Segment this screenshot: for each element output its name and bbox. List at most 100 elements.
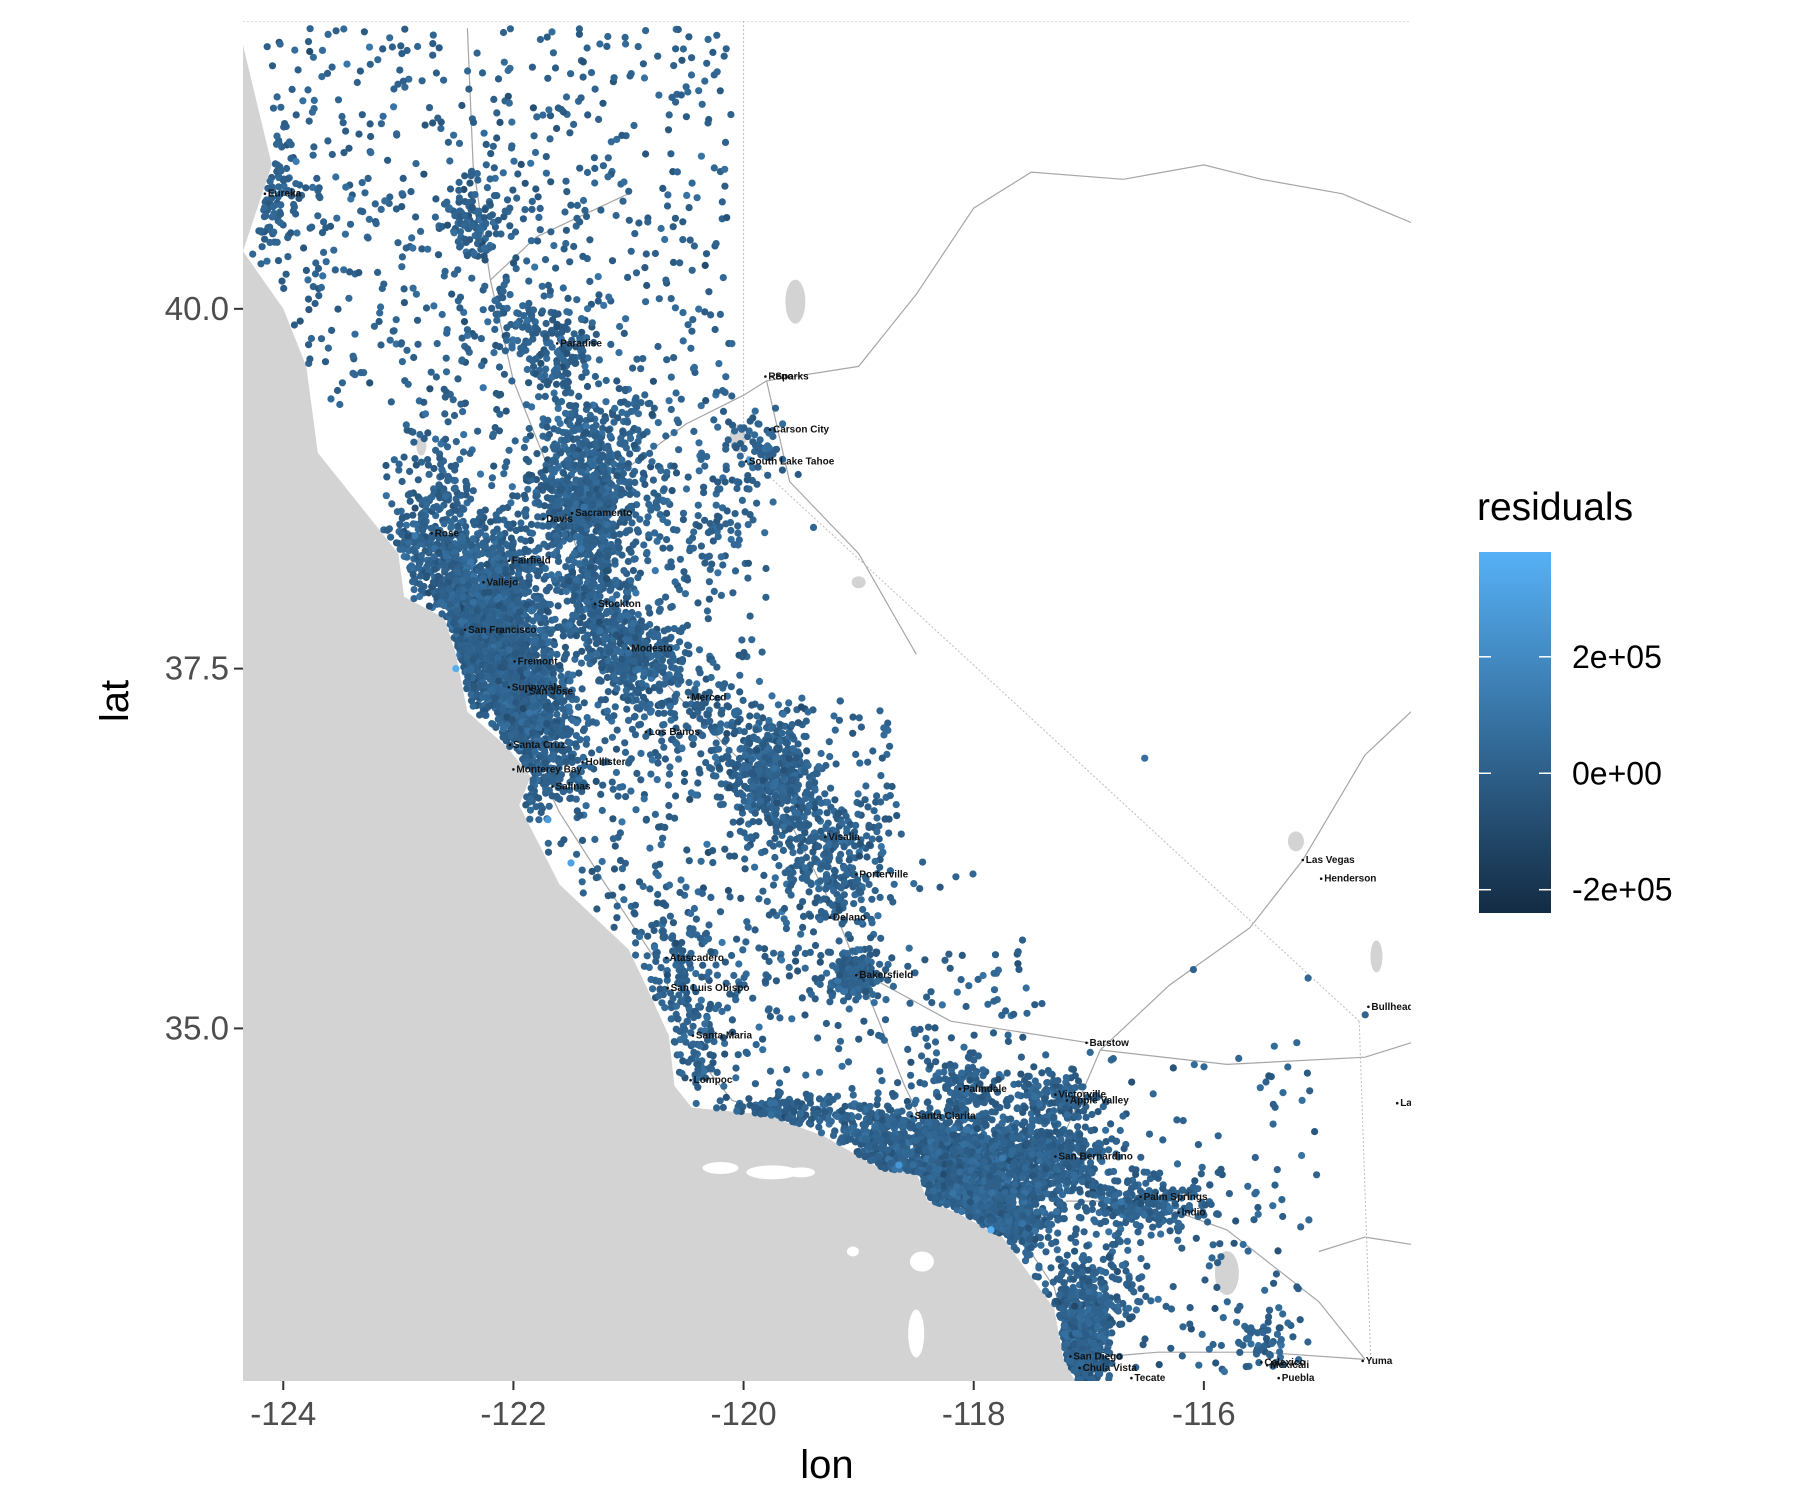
data-point (410, 586, 418, 594)
data-point (666, 544, 674, 552)
data-point (725, 418, 733, 426)
data-point (618, 883, 626, 891)
data-point (417, 227, 425, 235)
data-point (676, 888, 684, 897)
data-point (877, 772, 885, 780)
data-point (499, 169, 507, 177)
data-point (785, 963, 793, 972)
data-point (642, 150, 650, 158)
data-point (624, 418, 632, 426)
data-point (770, 949, 778, 957)
data-point (280, 284, 288, 292)
data-point (349, 369, 357, 377)
data-point (403, 346, 411, 354)
data-point (450, 485, 458, 493)
data-point (1179, 1117, 1187, 1125)
data-point (441, 566, 449, 574)
data-point (683, 191, 691, 199)
data-point (686, 236, 694, 244)
data-point (924, 1023, 933, 1031)
data-point (463, 612, 471, 620)
data-point (475, 207, 483, 215)
data-point (703, 59, 711, 67)
data-point (719, 274, 727, 282)
data-point (500, 213, 508, 221)
data-point (605, 498, 613, 506)
data-point (640, 713, 649, 721)
data-point (490, 462, 498, 470)
data-point (586, 277, 594, 285)
data-point (421, 121, 429, 129)
data-point (364, 234, 372, 242)
data-point (452, 554, 460, 562)
data-point (407, 188, 415, 196)
data-point (560, 836, 568, 844)
data-point (276, 40, 284, 48)
data-point (488, 482, 496, 490)
highway (489, 193, 629, 281)
data-point (446, 157, 454, 165)
data-point (1017, 1053, 1025, 1061)
data-point (488, 304, 496, 312)
data-point (328, 150, 336, 159)
data-point (541, 445, 549, 453)
data-point (430, 504, 438, 512)
data-point (512, 254, 520, 262)
data-point (941, 956, 949, 964)
data-point (527, 159, 535, 167)
data-point (262, 212, 270, 220)
data-point (672, 98, 680, 106)
data-point (1169, 1064, 1177, 1072)
data-point (417, 535, 425, 543)
data-point (576, 485, 585, 493)
data-point (651, 249, 660, 258)
data-point (744, 574, 752, 582)
data-point (657, 729, 666, 737)
data-point (739, 696, 747, 705)
data-point (1173, 1160, 1182, 1168)
data-point (602, 415, 610, 423)
data-point (1004, 1037, 1013, 1045)
data-point (870, 807, 878, 815)
data-point (583, 401, 591, 409)
data-point (643, 281, 651, 290)
data-point (370, 322, 378, 330)
data-point (263, 257, 271, 265)
data-point (425, 470, 433, 478)
data-point (755, 1023, 763, 1031)
data-point (622, 40, 630, 48)
data-point (462, 238, 470, 246)
data-point (857, 723, 866, 731)
data-point (884, 726, 892, 734)
data-point (404, 380, 412, 388)
data-point (936, 883, 944, 891)
data-point (417, 552, 425, 560)
data-point (550, 242, 558, 250)
data-point (667, 295, 675, 303)
data-point (359, 208, 367, 216)
data-point (1261, 1286, 1269, 1294)
data-point (416, 572, 425, 580)
data-point (771, 874, 779, 882)
data-point (600, 301, 608, 309)
data-point (411, 504, 419, 512)
data-point (418, 245, 426, 253)
data-point (741, 865, 749, 873)
data-point (603, 707, 612, 715)
data-point (740, 648, 748, 657)
data-point (505, 520, 513, 528)
data-point (450, 270, 458, 278)
data-point (435, 481, 443, 489)
data-point (927, 988, 935, 996)
data-point (500, 58, 508, 66)
data-point (542, 319, 550, 328)
data-point (739, 946, 747, 954)
data-point (662, 276, 670, 284)
data-point (854, 790, 862, 798)
data-point (489, 142, 497, 150)
data-point (387, 533, 395, 541)
data-point (1274, 1247, 1282, 1255)
data-point (480, 129, 488, 137)
data-point (521, 545, 529, 554)
data-point (480, 214, 488, 222)
